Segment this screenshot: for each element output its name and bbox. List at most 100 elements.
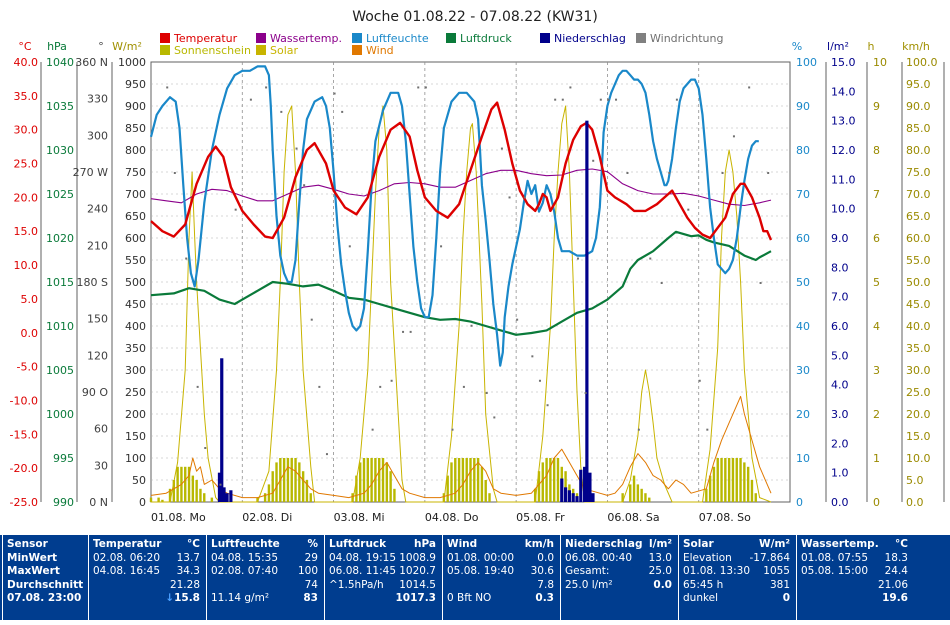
stats-water-current: 19.6 xyxy=(882,592,908,605)
stats-press-current: 1017.3 xyxy=(395,592,436,605)
axis-tick-label-sunshine: 10 xyxy=(873,56,887,69)
wind-direction-dot xyxy=(371,428,374,431)
axis-tick-label-humidity: 90 xyxy=(796,100,810,113)
stats-row-current: 07.08. 23:00 xyxy=(7,592,82,605)
sunshine-bar xyxy=(727,458,731,502)
axis-tick-label-rain: 15.0 xyxy=(831,56,856,69)
axis-tick-label-wind: 65.0 xyxy=(906,210,931,223)
sunshine-bar xyxy=(176,466,179,502)
wind-direction-dot xyxy=(173,172,176,174)
axis-tick-label-pressure: 1010 xyxy=(46,320,74,333)
axis-tick-label-sunshine: 4 xyxy=(873,320,880,333)
sunshine-bar xyxy=(632,475,636,502)
axis-tick-label-temp: 20.0 xyxy=(14,191,39,204)
axis-tick-label-wind: 80.0 xyxy=(906,144,931,157)
sunshine-bar xyxy=(355,475,358,502)
sunshine-bar xyxy=(545,458,548,502)
wind-direction-dot xyxy=(265,86,268,89)
stats-water-min: 18.3 xyxy=(884,551,908,564)
axis-tick-label-solar: 200 xyxy=(125,408,146,421)
sunshine-bar xyxy=(298,462,301,502)
axis-tick-label-pressure: 1030 xyxy=(46,144,74,157)
wind-direction-dot xyxy=(166,86,169,89)
axis-tick-label-direction: 120 xyxy=(87,349,108,362)
stats-hum-abs: 11.14 g/m² xyxy=(211,592,270,605)
wind-direction-dot xyxy=(732,135,735,138)
stats-col-luftfeuchte: Luftfeuchte% 04.08. 15:35 29 02.08. 07:40… xyxy=(206,535,322,620)
stats-hum-min-time: 04.08. 15:35 xyxy=(211,551,278,564)
sunshine-bar xyxy=(461,458,465,502)
sunshine-bar xyxy=(636,484,640,502)
axis-tick-label-direction: 300 xyxy=(87,129,108,142)
wind-direction-dot xyxy=(569,86,572,89)
axis-tick-label-wind: 60.0 xyxy=(906,232,931,245)
axis-tick-label-wind: 5.0 xyxy=(906,474,924,487)
stats-col-niederschlag: Niederschlag l/m² 06.08. 00:40 13.0 Gesamt… xyxy=(560,535,676,620)
sunshine-bar xyxy=(267,484,271,502)
axis-tick-label-solar: 150 xyxy=(125,430,146,443)
axis-tick-label-humidity: 50 xyxy=(796,276,810,289)
stats-hum-unit: % xyxy=(307,538,318,550)
axis-tick-label-humidity: 60 xyxy=(796,232,810,245)
sunshine-bar xyxy=(290,458,293,502)
legend-swatch xyxy=(256,33,266,43)
sunshine-bar xyxy=(393,488,396,502)
sunshine-bar xyxy=(191,475,195,502)
legend-label: Luftfeuchte xyxy=(366,32,429,45)
stats-water-avg: 21.06 xyxy=(877,578,908,591)
axis-tick-label-humidity: 30 xyxy=(796,364,810,377)
sunshine-bar xyxy=(746,466,750,502)
x-tick-label: 01.08. Mo xyxy=(151,511,206,524)
sunshine-bar xyxy=(374,458,377,502)
stats-hum-min: 29 xyxy=(304,551,318,564)
wind-direction-dot xyxy=(280,110,283,113)
sunshine-bar xyxy=(378,458,381,502)
wind-direction-dot xyxy=(325,453,328,456)
axis-tick-label-direction: 30 xyxy=(94,459,108,472)
stats-water-max-time: 05.08. 15:00 xyxy=(801,565,868,578)
wind-direction-dot xyxy=(516,318,519,321)
stats-wind-avg: 7.8 xyxy=(537,578,554,591)
axis-tick-label-wind: 30.0 xyxy=(906,364,931,377)
legend-swatch xyxy=(446,33,456,43)
stats-temp-max: 34.3 xyxy=(176,565,200,578)
stats-water-max: 24.4 xyxy=(884,565,908,578)
wind-direction-dot xyxy=(759,282,762,284)
stats-rain-total: 25.0 xyxy=(648,565,672,578)
axis-tick-label-direction: 150 xyxy=(87,313,108,326)
stats-row-max: MaxWert xyxy=(7,565,60,578)
wind-direction-dot xyxy=(493,416,496,419)
sunshine-bar xyxy=(712,466,716,502)
x-tick-label: 06.08. Sa xyxy=(607,511,659,524)
rain-bar xyxy=(583,466,587,502)
axis-tick-label-rain: 7.0 xyxy=(831,291,849,304)
sunshine-bar xyxy=(454,458,457,502)
stats-press-trend: ^1.5hPa/h xyxy=(329,578,384,591)
axis-tick-label-temp: -10.0 xyxy=(10,394,38,407)
series-line-temperatur xyxy=(150,101,773,241)
rain-bar xyxy=(560,478,564,502)
stats-col-temperatur: Temperatur °C 02.08. 06:20 13.7 04.08. 16:… xyxy=(88,535,204,620)
stats-temp-max-time: 04.08. 16:45 xyxy=(93,565,160,578)
axis-tick-label-solar: 500 xyxy=(125,276,146,289)
wind-direction-dot xyxy=(379,385,382,388)
stats-temp-avg: 21.28 xyxy=(169,578,200,591)
wind-direction-dot xyxy=(531,355,534,358)
axis-tick-label-pressure: 1015 xyxy=(46,276,74,289)
wind-direction-dot xyxy=(402,330,405,333)
sunshine-bar xyxy=(275,462,278,502)
wind-direction-dot xyxy=(451,428,454,431)
sunshine-bar xyxy=(187,466,191,502)
sunshine-bar xyxy=(644,493,647,502)
stats-press-title: Luftdruck xyxy=(329,538,387,550)
sunshine-bar xyxy=(282,458,286,502)
wind-direction-dot xyxy=(470,324,473,327)
x-tick-label: 07.08. So xyxy=(699,511,751,524)
legend-label: Wassertemp. xyxy=(270,32,342,45)
axis-tick-label-pressure: 1000 xyxy=(46,408,74,421)
sunshine-bar xyxy=(381,458,385,502)
stats-temp-min-time: 02.08. 06:20 xyxy=(93,551,160,564)
wind-direction-dot xyxy=(615,98,618,101)
axis-tick-label-humidity: 20 xyxy=(796,408,810,421)
axis-tick-label-temp: -15.0 xyxy=(10,428,38,441)
